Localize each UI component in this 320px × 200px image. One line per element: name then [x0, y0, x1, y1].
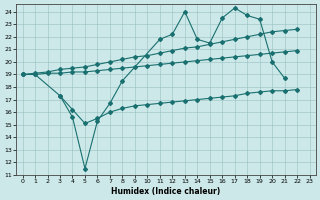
X-axis label: Humidex (Indice chaleur): Humidex (Indice chaleur)	[111, 187, 221, 196]
